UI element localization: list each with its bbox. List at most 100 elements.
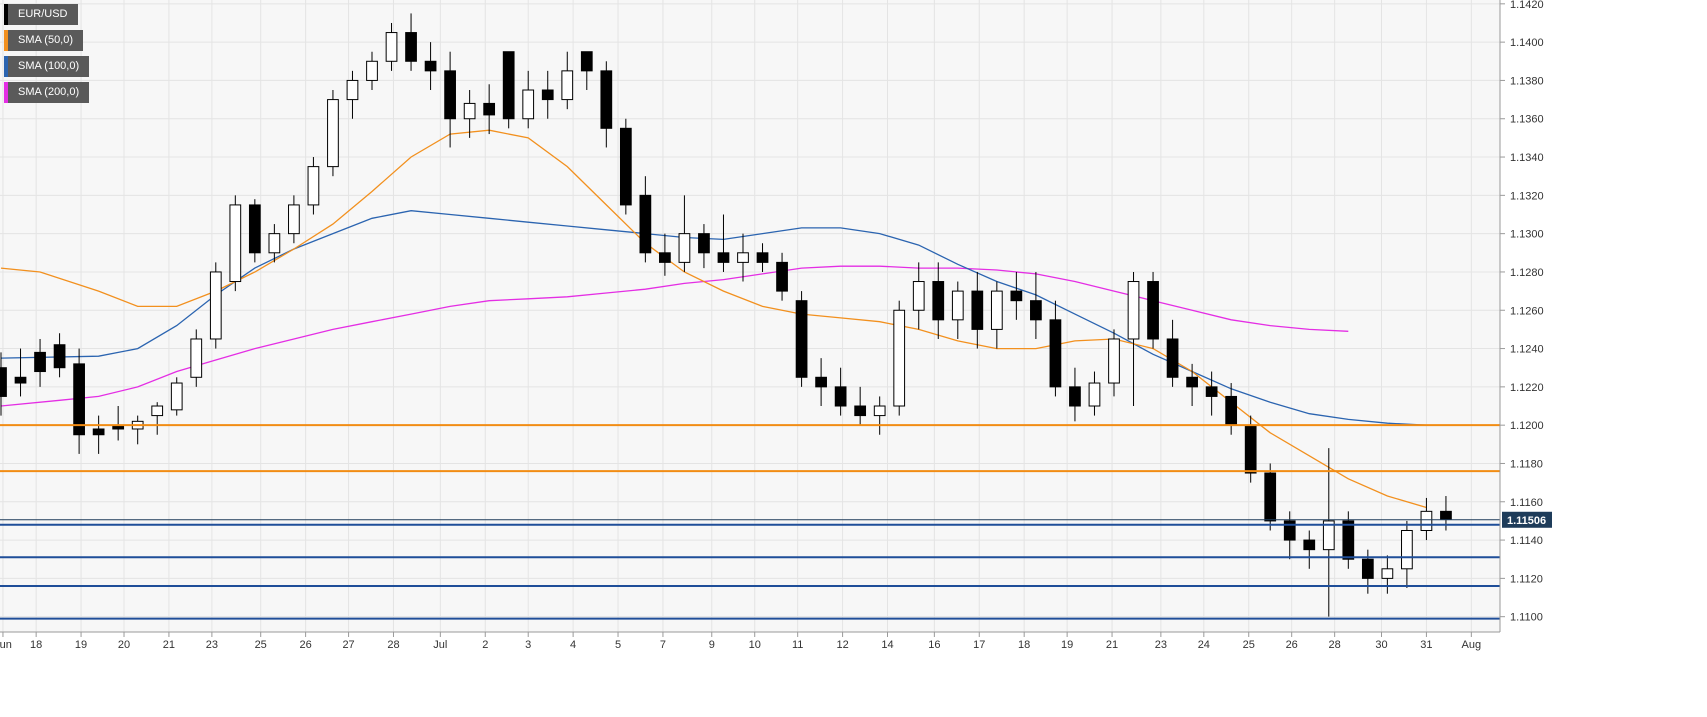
candle[interactable] bbox=[1342, 511, 1355, 569]
candle-body bbox=[639, 194, 652, 254]
candle[interactable] bbox=[502, 51, 515, 129]
candle-body bbox=[92, 428, 105, 436]
candle[interactable] bbox=[463, 90, 476, 138]
candle[interactable] bbox=[424, 42, 437, 91]
candle[interactable] bbox=[288, 195, 300, 244]
candle[interactable] bbox=[951, 281, 964, 339]
legend-item-symbol[interactable]: EUR/USD bbox=[4, 4, 78, 25]
candle[interactable] bbox=[366, 51, 378, 91]
candle-body bbox=[1283, 520, 1296, 541]
candle[interactable] bbox=[815, 358, 827, 407]
candle[interactable] bbox=[483, 84, 496, 135]
candle[interactable] bbox=[619, 118, 632, 215]
candle[interactable] bbox=[170, 377, 183, 416]
candle[interactable] bbox=[1420, 497, 1433, 541]
candle-body bbox=[1030, 300, 1042, 321]
candle[interactable] bbox=[1088, 371, 1101, 416]
candle[interactable] bbox=[92, 415, 105, 454]
candle[interactable] bbox=[14, 348, 27, 397]
candle[interactable] bbox=[209, 262, 222, 349]
candle[interactable] bbox=[776, 252, 788, 301]
candle[interactable] bbox=[1322, 448, 1335, 617]
candle[interactable] bbox=[659, 233, 671, 276]
x-tick-label: Aug bbox=[1462, 639, 1482, 651]
candle[interactable] bbox=[873, 396, 886, 435]
candle[interactable] bbox=[1069, 367, 1081, 422]
candle[interactable] bbox=[73, 348, 85, 454]
candle[interactable] bbox=[756, 243, 769, 272]
candle-body bbox=[1361, 558, 1374, 579]
candle[interactable] bbox=[971, 271, 984, 349]
candle[interactable] bbox=[405, 13, 417, 71]
candle-body bbox=[248, 204, 261, 254]
candle[interactable] bbox=[854, 386, 867, 426]
candle[interactable] bbox=[34, 338, 46, 387]
candle[interactable] bbox=[737, 233, 749, 282]
candle[interactable] bbox=[990, 281, 1003, 349]
candle-body bbox=[53, 344, 66, 369]
candle[interactable] bbox=[268, 224, 281, 263]
legend-item-sma100[interactable]: SMA (100,0) bbox=[4, 56, 90, 77]
legend-label: EUR/USD bbox=[18, 8, 68, 20]
candle-body bbox=[268, 233, 281, 254]
candle[interactable] bbox=[1186, 363, 1198, 407]
candle-body bbox=[854, 405, 867, 417]
candle[interactable] bbox=[346, 70, 359, 119]
candle-body bbox=[1205, 386, 1218, 397]
x-tick-label: 26 bbox=[299, 639, 311, 651]
legend-swatch bbox=[4, 4, 8, 25]
candle[interactable] bbox=[1010, 271, 1023, 320]
candle[interactable] bbox=[639, 176, 652, 263]
candle[interactable] bbox=[717, 214, 730, 272]
candle-body bbox=[327, 99, 339, 168]
candle[interactable] bbox=[229, 195, 242, 292]
candle[interactable] bbox=[580, 51, 593, 91]
candle[interactable] bbox=[327, 90, 339, 177]
x-tick-label: 18 bbox=[1018, 639, 1030, 651]
candle[interactable] bbox=[190, 329, 203, 387]
candle[interactable] bbox=[0, 352, 7, 416]
grid bbox=[0, 0, 1500, 632]
x-tick-label: 25 bbox=[255, 639, 267, 651]
candle[interactable] bbox=[561, 51, 574, 110]
candle[interactable] bbox=[834, 367, 847, 416]
candle[interactable] bbox=[1030, 271, 1042, 339]
candle[interactable] bbox=[522, 70, 535, 129]
candle[interactable] bbox=[385, 22, 398, 71]
y-tick-label: 1.1140 bbox=[1510, 535, 1543, 547]
candle[interactable] bbox=[1108, 329, 1120, 397]
legend-item-sma200[interactable]: SMA (200,0) bbox=[4, 82, 90, 103]
candle[interactable] bbox=[53, 333, 66, 378]
candle[interactable] bbox=[678, 195, 691, 272]
candle[interactable] bbox=[795, 291, 808, 387]
candle[interactable] bbox=[912, 262, 925, 330]
candle[interactable] bbox=[1166, 319, 1179, 387]
x-tick-label: 28 bbox=[1329, 639, 1341, 651]
legend-item-sma50[interactable]: SMA (50,0) bbox=[4, 30, 84, 51]
x-tick-label: 16 bbox=[928, 639, 940, 651]
candle[interactable] bbox=[1127, 271, 1140, 407]
candle-body bbox=[1342, 520, 1355, 560]
candle[interactable] bbox=[600, 61, 613, 148]
candle[interactable] bbox=[541, 70, 554, 119]
x-tick-label: 23 bbox=[1155, 639, 1167, 651]
candle[interactable] bbox=[1381, 555, 1394, 594]
candle-body bbox=[717, 252, 730, 263]
candle[interactable] bbox=[932, 262, 945, 339]
candle[interactable] bbox=[1049, 300, 1062, 397]
candle[interactable] bbox=[1147, 271, 1159, 349]
candle[interactable] bbox=[1264, 463, 1277, 531]
candle[interactable] bbox=[698, 224, 710, 269]
candle[interactable] bbox=[151, 402, 164, 435]
candle[interactable] bbox=[1205, 371, 1218, 416]
legend-swatch bbox=[4, 30, 8, 51]
candle[interactable] bbox=[1303, 530, 1316, 569]
candle-body bbox=[366, 60, 378, 81]
candle[interactable] bbox=[893, 300, 906, 416]
candle[interactable] bbox=[1401, 520, 1413, 588]
candle[interactable] bbox=[248, 199, 261, 263]
candle[interactable] bbox=[444, 51, 456, 148]
y-tick-label: 1.1360 bbox=[1510, 114, 1544, 126]
candle[interactable] bbox=[307, 157, 320, 215]
